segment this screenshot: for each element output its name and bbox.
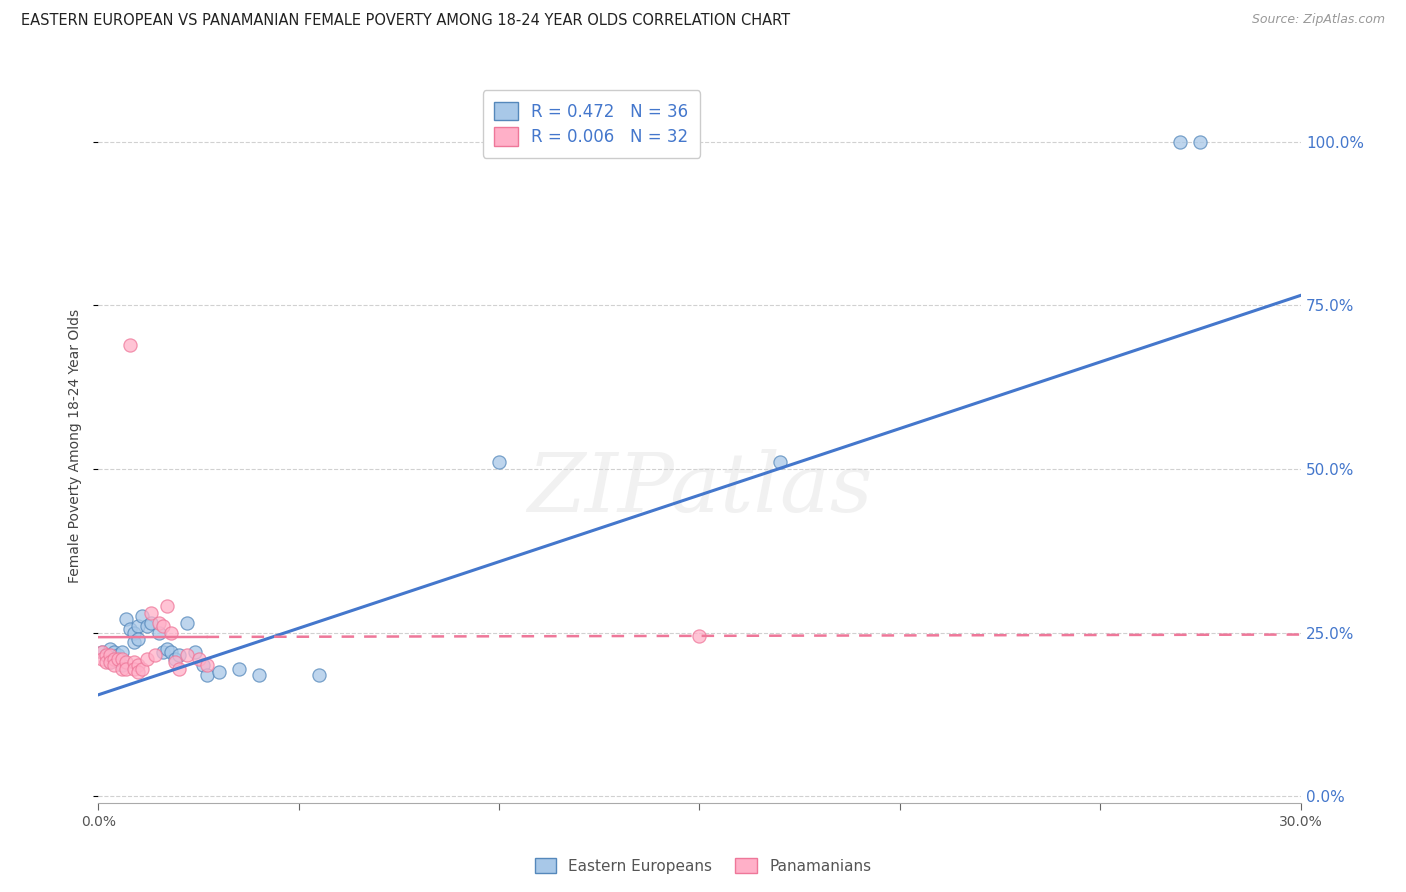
Point [689,629,711,643]
Text: Source: ZipAtlas.com: Source: ZipAtlas.com [1251,13,1385,27]
Point [208,665,231,679]
Point [111,652,134,666]
Point [148,625,170,640]
Point [152,619,174,633]
Point [191,658,214,673]
Point [195,658,218,673]
Point [96,655,118,669]
Point [124,662,146,676]
Point [187,652,209,666]
Point [135,619,157,633]
Point [163,652,186,666]
Point [100,655,122,669]
Point [159,625,181,640]
Point [103,645,125,659]
Point [176,615,198,630]
Point [100,642,122,657]
Text: EASTERN EUROPEAN VS PANAMANIAN FEMALE POVERTY AMONG 18-24 YEAR OLDS CORRELATION : EASTERN EUROPEAN VS PANAMANIAN FEMALE PO… [21,13,790,29]
Point [195,668,218,682]
Point [167,648,190,663]
Point [107,648,129,663]
Point [128,619,150,633]
Point [152,645,174,659]
Point [139,615,162,630]
Point [107,652,129,666]
Point [163,655,186,669]
Point [91,652,114,666]
Point [769,455,792,469]
Point [135,652,157,666]
Point [120,337,142,351]
Point [143,648,166,663]
Point [155,599,177,614]
Point [131,662,153,676]
Point [120,623,142,637]
Point [139,606,162,620]
Point [103,652,125,666]
Point [111,645,134,659]
Point [96,648,118,663]
Point [115,662,138,676]
Point [488,455,510,469]
Point [103,658,125,673]
Point [96,648,118,663]
Point [100,655,122,669]
Legend: Eastern Europeans, Panamanians: Eastern Europeans, Panamanians [529,852,877,880]
Point [1170,135,1192,149]
Point [128,665,150,679]
Point [155,642,177,657]
Legend: R = 0.472   N = 36, R = 0.006   N = 32: R = 0.472 N = 36, R = 0.006 N = 32 [482,90,700,158]
Point [115,655,138,669]
Text: ZIPatlas: ZIPatlas [527,449,872,529]
Point [91,645,114,659]
Point [111,662,134,676]
Point [176,648,198,663]
Point [131,609,153,624]
Point [128,658,150,673]
Point [167,662,190,676]
Point [100,648,122,663]
Point [91,645,114,659]
Y-axis label: Female Poverty Among 18-24 Year Olds: Female Poverty Among 18-24 Year Olds [69,309,83,583]
Point [148,615,170,630]
Point [247,668,270,682]
Point [115,612,138,626]
Point [103,652,125,666]
Point [124,635,146,649]
Point [308,668,330,682]
Point [159,645,181,659]
Point [183,645,205,659]
Point [1189,135,1212,149]
Point [111,658,134,673]
Point [128,632,150,647]
Point [228,662,250,676]
Point [124,655,146,669]
Point [124,625,146,640]
